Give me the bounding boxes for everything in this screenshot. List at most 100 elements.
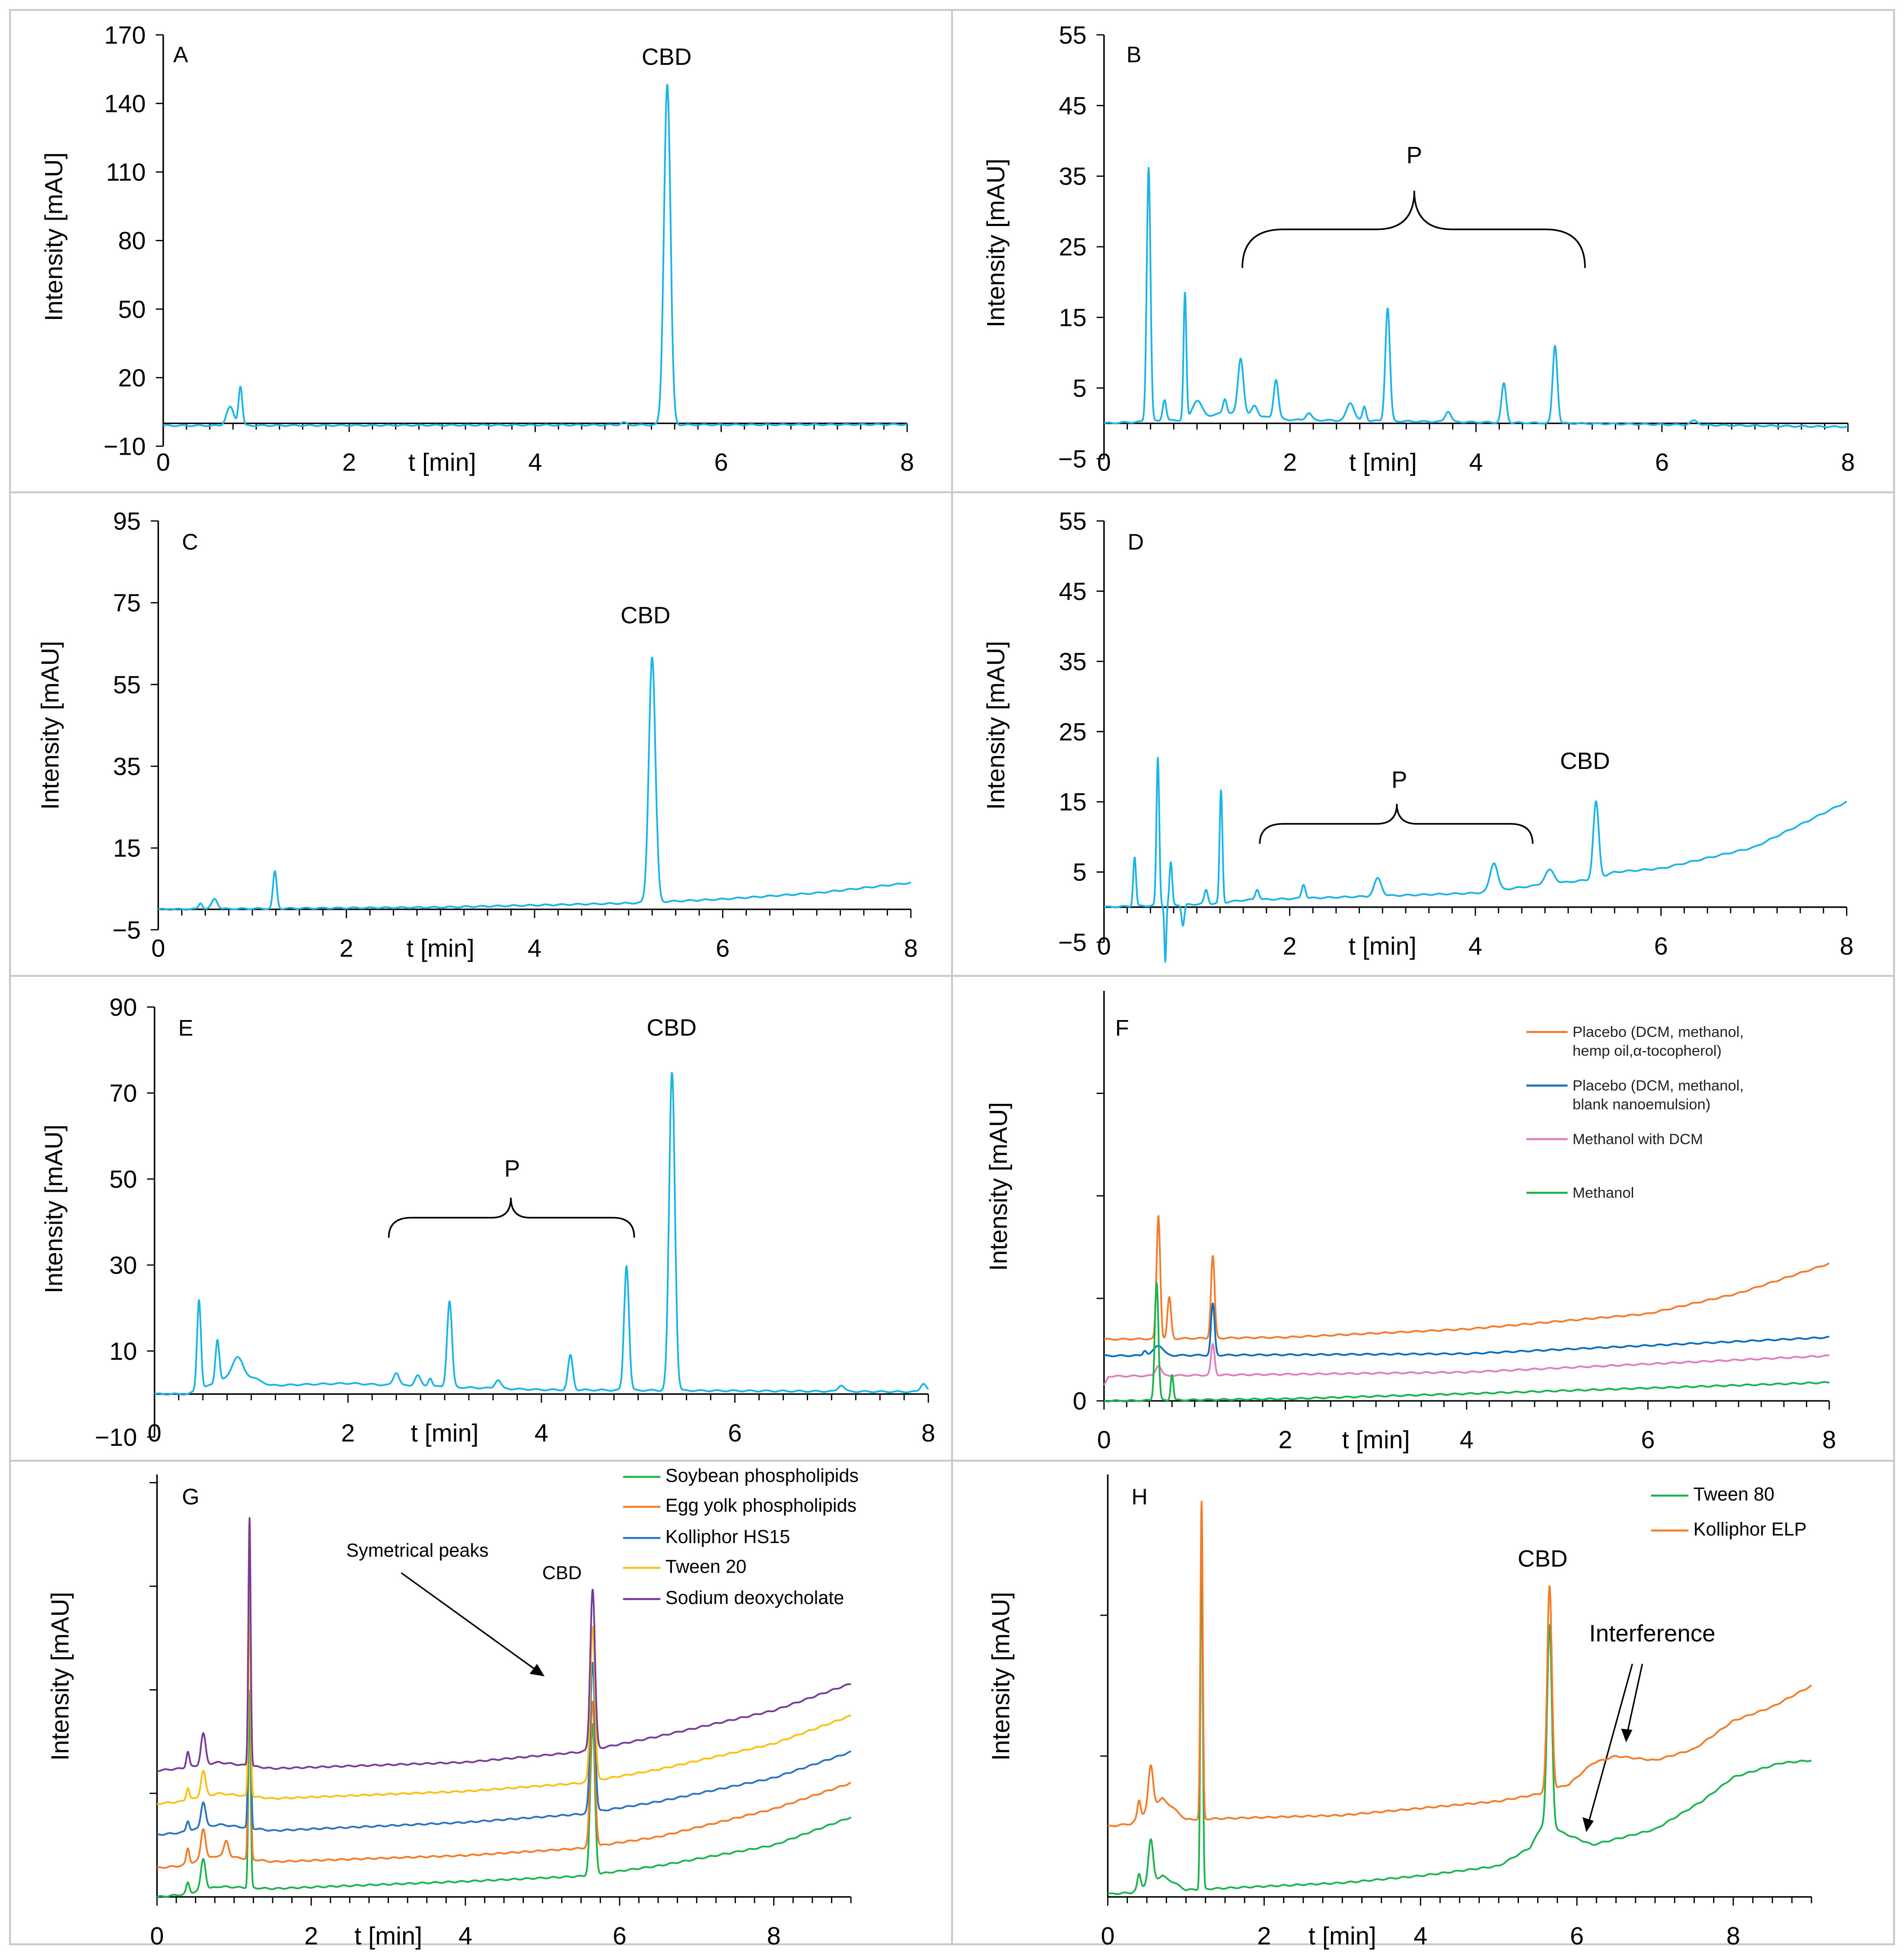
x-tick-label: 2 [304,1922,318,1950]
p-label-d: P [1391,766,1407,793]
y-axis-label: Intensity [mAU] [987,1592,1015,1761]
x-tick-label: 6 [1655,449,1669,476]
x-tick-label: 8 [767,1922,781,1950]
panel-grid [9,9,1895,1945]
series-line-sodium-deoxycholate [156,1517,852,1772]
arrow-symmetrical-peaks [401,1572,540,1674]
y-tick-label: 10 [109,1338,137,1365]
y-axis-label: Intensity [mAU] [37,641,64,810]
x-tick-label: 6 [716,934,729,962]
series-line-placebo-dcm-methanol-hemp-oil-tocopherol- [1103,1215,1830,1341]
legend-label: Sodium deoxycholate [665,1588,844,1608]
legend-label: Placebo (DCM, methanol, hemp oil,α-tocoph… [1573,1024,1744,1059]
x-tick-label: 8 [1822,1426,1836,1454]
x-tick-label: 2 [342,449,356,476]
y-tick-label: 80 [118,227,146,255]
y-tick-label: 110 [106,159,146,186]
x-axis-label: t [min] [1349,932,1417,960]
y-tick-label: 90 [109,994,137,1021]
x-tick-label: 0 [150,1922,164,1950]
x-tick-label: 2 [341,1419,355,1447]
legend-label-line: Soybean phospholipids [665,1465,859,1486]
y-axis-label: Intensity [mAU] [982,159,1010,328]
x-tick-label: 0 [1101,1922,1114,1950]
chart-panel-e: 0 2 4 6 8 t [min] −10 10 30 50 70 90 Intensity [mAU] [40,994,935,1451]
legend-label: Methanol with DCM [1573,1131,1703,1148]
x-tick-label: 8 [1726,1922,1740,1950]
y-tick-label: 25 [1059,718,1086,746]
x-axis-label: t [min] [407,934,474,962]
cbd-label-g: CBD [542,1563,582,1583]
series-line-placebo-dcm-methanol-blank-nanoemulsion- [1103,1302,1830,1358]
x-axis-label: t [min] [411,1419,479,1447]
x-tick-label: 2 [1278,1426,1292,1454]
x-tick-label: 4 [528,449,542,476]
arrowhead-icon [1621,1728,1633,1743]
series-line-methanol-with-dcm [1103,1343,1830,1386]
y-tick-label: 5 [1073,859,1086,887]
y-tick-label: −5 [1058,929,1087,957]
x-tick-label: 8 [900,449,914,476]
y-axis-label: Intensity [mAU] [47,1592,74,1761]
x-tick-label: 6 [714,449,728,476]
legend-label-line: Placebo (DCM, methanol, [1573,1078,1744,1094]
y-tick-label: 55 [1059,507,1086,535]
legend-label-line: hemp oil,α-tocopherol) [1573,1043,1722,1059]
panel-letter-h: H [1131,1484,1147,1509]
y-tick-label: 50 [109,1166,137,1193]
y-tick-label: 0 [1073,1387,1086,1415]
series-line-soybean-phospholipids [156,1690,852,1898]
chart-panel-c: 0 2 4 6 8 t [min] −5 15 35 55 75 95 Intensity [mAU] [37,507,918,962]
y-tick-label: 140 [104,90,146,118]
y-tick-label: 5 [1073,375,1086,402]
y-tick-label: −5 [1058,445,1087,473]
y-tick-label: 55 [1059,22,1086,49]
series-line [162,84,908,427]
x-axis-label: t [min] [1349,449,1417,476]
series-line-methanol [1103,1282,1830,1403]
legend-label: Kolliphor HS15 [665,1527,790,1547]
p-label-e: P [504,1155,520,1182]
y-axis-label: Intensity [mAU] [40,152,68,321]
panel-letter-g: G [182,1484,199,1509]
series-line-tween-20 [156,1588,852,1805]
series-line-kolliphor-hs15 [156,1557,852,1836]
y-tick-label: 20 [118,364,146,392]
series-line [1103,167,1849,429]
panel-letter-b: B [1127,42,1142,67]
brace-e [388,1198,635,1238]
y-tick-label: 25 [1059,233,1086,261]
chart-panel-g: 0 2 4 6 8 t [min] Intensity [mAU] Soybean phosp… [47,1465,859,1950]
x-tick-label: 2 [340,934,353,962]
legend-label: Methanol [1573,1185,1634,1201]
y-tick-label: 75 [113,590,141,617]
chart-panel-d: 0 2 4 6 8 t [min] −5 5 15 25 35 45 55 Intensity [mAU] [982,507,1853,963]
y-tick-label: −10 [104,433,146,460]
x-tick-label: 2 [1257,1922,1271,1950]
x-tick-label: 4 [1469,449,1483,476]
x-tick-label: 0 [148,1419,162,1447]
x-tick-label: 0 [1097,1426,1111,1454]
cbd-label-h: CBD [1518,1545,1568,1572]
series-line-tween-80 [1107,1557,1812,1895]
panel-letter-e: E [178,1015,193,1040]
x-tick-label: 0 [1097,449,1111,476]
legend-label-line: Tween 80 [1694,1484,1775,1505]
x-tick-label: 8 [1841,449,1855,476]
x-tick-label: 0 [151,934,165,962]
y-tick-label: 30 [109,1252,137,1279]
chart-panel-h: 0 2 4 6 8 t [min] Intensity [mAU] Tween 80 Kolli… [987,1474,1812,1950]
panel-letter-a: A [173,42,188,67]
arrow-interference-2 [1627,1664,1643,1733]
cbd-label-c: CBD [621,602,671,628]
brace-d [1259,804,1534,844]
legend-label-line: Placebo (DCM, methanol, [1573,1024,1744,1040]
x-tick-label: 6 [613,1922,627,1950]
series-line [154,1072,929,1396]
y-tick-label: 50 [118,296,146,323]
legend-label-line: Kolliphor ELP [1694,1519,1807,1540]
p-label-b: P [1407,142,1423,169]
series-line-egg-yolk-phospholipids [156,1567,852,1869]
x-axis-label: t [min] [1309,1922,1376,1950]
series-line-kolliphor-elp [1107,1501,1812,1827]
